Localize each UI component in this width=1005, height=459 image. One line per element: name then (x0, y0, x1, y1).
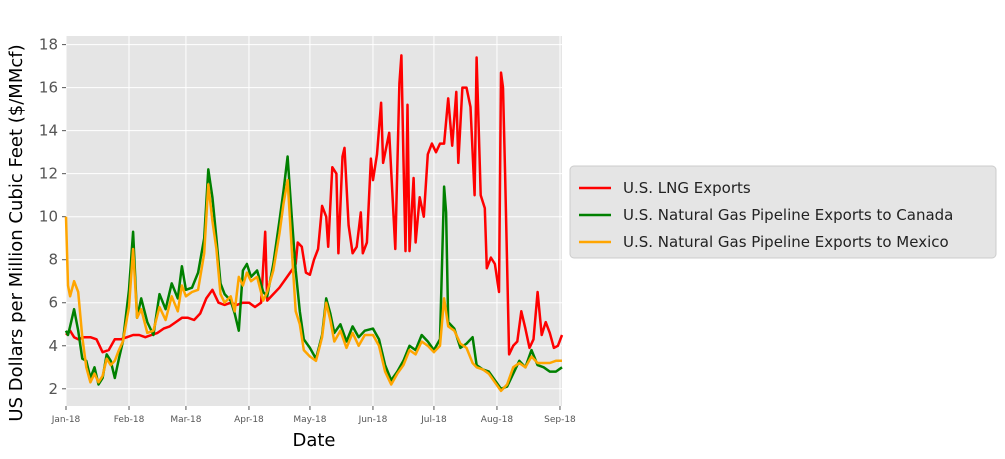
plot-area (66, 36, 562, 406)
legend-entry-1: U.S. LNG Exports (623, 179, 751, 197)
y-tick-label: 14 (39, 122, 58, 140)
y-axis-label: US Dollars per Million Cubic Feet ($/MMc… (6, 44, 27, 421)
legend: U.S. LNG Exports U.S. Natural Gas Pipelin… (569, 165, 997, 259)
x-tick-label: Sep-18 (544, 415, 576, 425)
y-axis-ticks: 2 4 6 8 10 12 14 16 18 (39, 36, 66, 398)
y-tick-label: 2 (48, 380, 58, 398)
x-tick-label: Mar-18 (170, 415, 201, 425)
y-tick-label: 12 (39, 165, 58, 183)
y-tick-label: 10 (39, 208, 58, 226)
y-tick-label: 8 (48, 251, 58, 269)
y-tick-label: 16 (39, 79, 58, 97)
x-tick-label: Aug-18 (481, 415, 514, 425)
y-tick-label: 18 (39, 36, 58, 54)
x-tick-label: Apr-18 (234, 415, 264, 425)
x-axis-label: Date (292, 430, 335, 451)
series-lines (64, 54, 564, 393)
legend-entry-3: U.S. Natural Gas Pipeline Exports to Mex… (623, 233, 949, 251)
legend-entry-2: U.S. Natural Gas Pipeline Exports to Can… (623, 206, 953, 224)
x-tick-label: Feb-18 (114, 415, 145, 425)
series-line-1 (65, 54, 564, 356)
y-tick-label: 4 (48, 337, 58, 355)
x-tick-label: Jun-18 (358, 415, 388, 425)
x-tick-label: May-18 (293, 415, 326, 425)
legend-box (569, 165, 997, 259)
x-tick-label: Jul-18 (420, 415, 447, 425)
series-line-3 (64, 178, 562, 393)
x-axis-ticks: Jan-18 Feb-18 Mar-18 Apr-18 May-18 Jun-18 Jul-… (51, 406, 576, 425)
x-tick-label: Jan-18 (51, 415, 81, 425)
y-tick-label: 6 (48, 294, 58, 312)
